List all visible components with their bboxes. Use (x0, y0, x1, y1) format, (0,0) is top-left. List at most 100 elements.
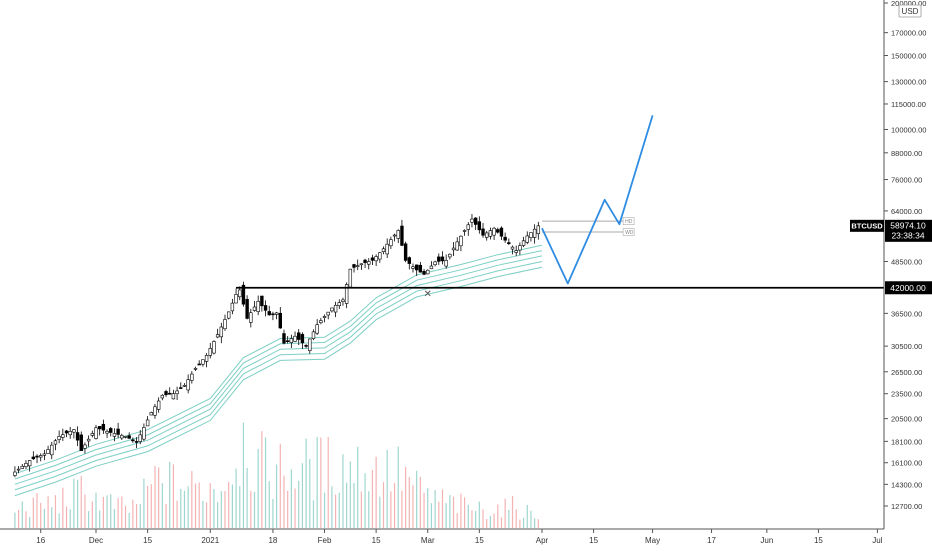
volume-bar (58, 513, 60, 528)
candle-body (485, 232, 489, 238)
last-price-box (885, 219, 932, 242)
candle-body (363, 259, 367, 263)
candle-body (311, 331, 316, 339)
volume-bar (423, 492, 425, 528)
candle (182, 383, 187, 387)
candle-body (50, 444, 54, 456)
candle (193, 366, 198, 371)
volume-bar (176, 500, 178, 528)
volume-bar (29, 516, 31, 528)
candle-body (392, 234, 397, 237)
candle-body (238, 289, 242, 298)
candle (466, 222, 470, 236)
candle-body (536, 225, 541, 235)
candle-body (105, 431, 109, 434)
candle-body (149, 412, 153, 416)
y-tick-label: 100000.00 (891, 125, 926, 134)
x-ticks: 16 Dec 15 2021 18 Feb 15 Mar 15 Apr 15 May 17 Jun 15 Ju… (36, 529, 883, 545)
candle-body (175, 390, 179, 395)
candle (481, 222, 485, 238)
volume-bar (76, 479, 79, 528)
volume-bar (382, 482, 385, 528)
candle (499, 226, 504, 241)
candle (215, 328, 220, 339)
candle-body (171, 393, 176, 400)
volume-bar (139, 503, 141, 528)
candle (226, 311, 231, 320)
candle-body (249, 312, 253, 323)
candle-body (109, 428, 113, 433)
volume-bar (202, 500, 204, 528)
candle (86, 435, 91, 447)
candle-body (241, 284, 246, 305)
volume-bar (65, 506, 68, 528)
candle (444, 254, 448, 269)
candle-body (488, 230, 493, 237)
candle-body (267, 311, 271, 316)
volume-bar (239, 486, 241, 528)
volume-bar (346, 482, 348, 528)
x-tick-label: 17 (707, 536, 716, 545)
volume-bar (331, 486, 333, 528)
volume-bar (279, 443, 281, 528)
volume-bar (106, 495, 108, 528)
candle-body (138, 434, 142, 442)
price-axis[interactable]: 200000.00 170000.00 150000.00 130000.00 1150… (883, 0, 926, 529)
volume-layer (14, 422, 539, 528)
volume-bar (213, 489, 215, 528)
candle-body (532, 228, 537, 238)
candle (356, 259, 360, 271)
candle (455, 237, 459, 251)
candle (503, 232, 507, 243)
volume-bar (32, 497, 34, 528)
candle (473, 217, 478, 230)
candle (289, 334, 294, 348)
candle (64, 430, 69, 438)
candle-body (308, 338, 312, 352)
candle (348, 268, 353, 288)
volume-bar (368, 491, 370, 528)
candle-body (285, 340, 290, 342)
volume-bar (408, 477, 410, 528)
x-tick-label: Mar (421, 536, 435, 545)
y-tick-label: 23500.00 (891, 390, 922, 399)
candles-layer (13, 213, 541, 478)
candle-body (529, 232, 533, 239)
candle-body (470, 218, 474, 223)
candle (322, 314, 327, 323)
candle-body (83, 444, 87, 449)
candle-body (39, 455, 43, 458)
candle (389, 236, 393, 250)
candle (267, 305, 271, 316)
candle (168, 387, 172, 395)
last-price-badge[interactable]: BTCUSD 58974.10 23:38:34 (850, 219, 932, 242)
y-tick-label: 20500.00 (891, 415, 922, 424)
volume-bar (54, 495, 57, 528)
y-tick-label: 170000.00 (891, 29, 926, 38)
volume-bar (338, 492, 340, 528)
candle-body (212, 341, 216, 354)
candle-body (260, 295, 264, 307)
candle-body (193, 368, 198, 370)
volume-bar (40, 502, 42, 528)
volume-bar (305, 438, 307, 528)
support-layer: ✕ (236, 286, 884, 300)
volume-bar (117, 497, 119, 528)
volume-bar (143, 478, 145, 528)
volume-bar (475, 510, 477, 528)
volume-bar (500, 517, 503, 528)
hd-tag-box (622, 217, 635, 225)
candle (392, 233, 397, 242)
candle (35, 454, 39, 464)
candle (411, 263, 415, 273)
candle (245, 295, 249, 320)
candle-body (86, 438, 91, 442)
support-price-badge[interactable]: 42000.00 (885, 281, 932, 295)
candle (341, 297, 345, 306)
candle-body (282, 333, 286, 344)
candle-body (293, 335, 297, 342)
volume-bar (183, 490, 186, 528)
time-axis[interactable]: 16 Dec 15 2021 18 Feb 15 Mar 15 Apr 15 May 17 Jun 15 Ju… (0, 528, 884, 545)
candle-body (168, 392, 172, 395)
